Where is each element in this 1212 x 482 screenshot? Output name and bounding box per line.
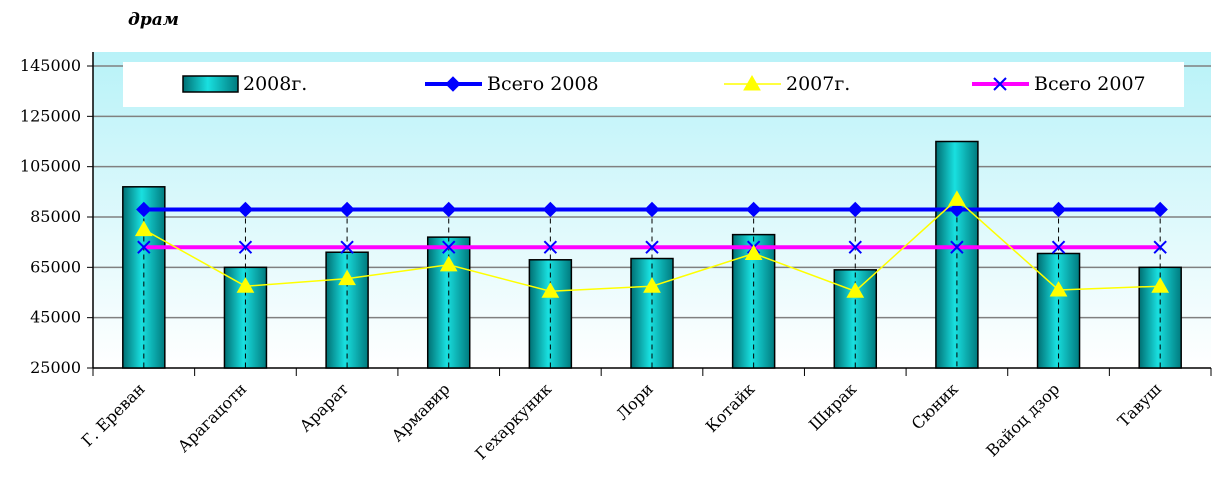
triangle-marker	[541, 282, 560, 298]
x-tick-label: Сюник	[908, 379, 962, 433]
x-marker	[993, 77, 1007, 91]
diamond-marker	[949, 201, 965, 218]
bar	[528, 259, 573, 369]
y-tick-label: 85000	[30, 207, 81, 226]
diamond-marker	[1152, 201, 1168, 218]
x-marker-stroke	[137, 240, 151, 254]
x-marker	[442, 240, 456, 254]
triangle-marker	[1151, 277, 1170, 293]
x-tick-label: Тавуш	[1114, 379, 1165, 430]
x-tick-label: Армавир	[388, 379, 454, 445]
x-marker	[645, 240, 659, 254]
legend-label: Всего 2008	[487, 73, 599, 95]
triangle-marker	[744, 244, 763, 260]
x-marker	[1153, 240, 1167, 254]
x-marker	[238, 240, 253, 254]
triangle-marker	[134, 220, 153, 237]
x-tick-label: Лори	[612, 379, 656, 423]
y-tick-label: 25000	[30, 358, 81, 377]
x-marker-stroke	[238, 240, 253, 254]
diamond-marker	[136, 201, 152, 218]
x-marker	[950, 240, 964, 254]
y-tick-label: 45000	[30, 308, 81, 327]
x-marker	[543, 240, 558, 254]
triangle-marker	[948, 190, 966, 206]
x-marker-stroke	[848, 240, 862, 254]
diamond-marker	[644, 201, 660, 218]
x-tick-label: Арарат	[296, 379, 352, 435]
diamond-marker	[542, 201, 559, 218]
x-marker	[848, 240, 862, 254]
diamond-marker	[745, 201, 762, 218]
x-marker-stroke	[993, 77, 1007, 91]
y-tick-label: 125000	[20, 106, 81, 125]
legend-item: 2008г.	[182, 73, 307, 95]
triangle-marker	[643, 277, 661, 293]
x-marker	[340, 240, 354, 254]
legend-label: 2007г.	[786, 73, 850, 95]
x-tick-label: Ширак	[805, 379, 860, 434]
x-tick-label: Вайоц дзор	[982, 379, 1063, 460]
legend-swatch	[182, 75, 239, 93]
diamond-marker	[847, 201, 863, 218]
triangle-marker	[439, 255, 458, 272]
legend-item: 2007г.	[724, 73, 850, 95]
x-marker-stroke	[340, 240, 354, 254]
triangle-marker	[743, 74, 761, 91]
x-tick-label: Арагацотн	[174, 379, 251, 456]
y-tick-label: 145000	[20, 56, 81, 75]
x-marker-stroke	[645, 240, 659, 254]
legend-item: Всего 2008	[425, 73, 599, 95]
diamond-marker	[237, 201, 254, 218]
triangle-marker	[236, 277, 255, 293]
x-tick-label: Котайк	[702, 379, 759, 436]
diamond-marker	[1050, 201, 1067, 218]
x-marker	[1051, 240, 1066, 254]
x-tick-label: Гехаркуник	[471, 379, 555, 463]
triangle-marker	[846, 282, 865, 298]
x-marker-stroke	[1153, 240, 1167, 254]
legend-label: Всего 2007	[1034, 73, 1146, 95]
legend-item: Всего 2007	[972, 73, 1146, 95]
triangle-marker	[1049, 280, 1068, 297]
diamond-marker	[441, 201, 457, 218]
diamond-marker	[445, 76, 461, 92]
x-marker-stroke	[1051, 240, 1066, 254]
legend-label: 2008г.	[243, 73, 307, 95]
y-tick-label: 105000	[20, 157, 81, 176]
x-tick-label: Г. Ереван	[78, 379, 149, 450]
diamond-marker	[339, 201, 355, 218]
y-unit-label: драм	[128, 10, 179, 30]
x-marker-stroke	[543, 240, 558, 254]
y-tick-label: 65000	[30, 257, 81, 276]
x-marker	[137, 240, 151, 254]
triangle-marker	[338, 269, 356, 286]
x-marker-stroke	[442, 240, 456, 254]
x-marker-stroke	[950, 240, 964, 254]
